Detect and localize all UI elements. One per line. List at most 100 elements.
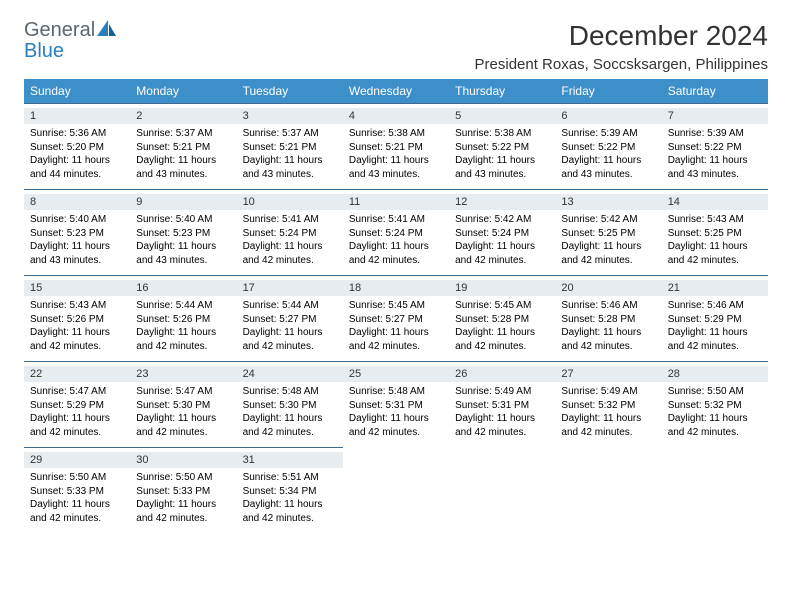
day-details: Sunrise: 5:40 AMSunset: 5:23 PMDaylight:… xyxy=(30,213,124,267)
title-month: December 2024 xyxy=(475,20,768,52)
weekday-header: Friday xyxy=(555,79,661,104)
calendar-cell: 23 Sunrise: 5:47 AMSunset: 5:30 PMDayligh… xyxy=(130,362,236,448)
calendar-cell: 19 Sunrise: 5:45 AMSunset: 5:28 PMDayligh… xyxy=(449,276,555,362)
day-details: Sunrise: 5:46 AMSunset: 5:28 PMDaylight:… xyxy=(561,299,655,353)
day-number: 3 xyxy=(237,108,343,124)
day-details: Sunrise: 5:43 AMSunset: 5:26 PMDaylight:… xyxy=(30,299,124,353)
day-details: Sunrise: 5:44 AMSunset: 5:27 PMDaylight:… xyxy=(243,299,337,353)
day-details: Sunrise: 5:45 AMSunset: 5:28 PMDaylight:… xyxy=(455,299,549,353)
calendar-cell xyxy=(343,448,449,534)
weekday-header: Thursday xyxy=(449,79,555,104)
calendar-cell: 8 Sunrise: 5:40 AMSunset: 5:23 PMDaylight… xyxy=(24,190,130,276)
logo-sail-icon xyxy=(97,20,117,41)
day-number: 26 xyxy=(449,366,555,382)
day-number: 6 xyxy=(555,108,661,124)
day-details: Sunrise: 5:44 AMSunset: 5:26 PMDaylight:… xyxy=(136,299,230,353)
day-details: Sunrise: 5:47 AMSunset: 5:30 PMDaylight:… xyxy=(136,385,230,439)
calendar-cell xyxy=(662,448,768,534)
calendar-cell: 11 Sunrise: 5:41 AMSunset: 5:24 PMDayligh… xyxy=(343,190,449,276)
calendar-cell: 26 Sunrise: 5:49 AMSunset: 5:31 PMDayligh… xyxy=(449,362,555,448)
day-details: Sunrise: 5:43 AMSunset: 5:25 PMDaylight:… xyxy=(668,213,762,267)
day-details: Sunrise: 5:36 AMSunset: 5:20 PMDaylight:… xyxy=(30,127,124,181)
weekday-header: Monday xyxy=(130,79,236,104)
weekday-header: Tuesday xyxy=(237,79,343,104)
day-number: 24 xyxy=(237,366,343,382)
calendar-body: 1 Sunrise: 5:36 AMSunset: 5:20 PMDaylight… xyxy=(24,104,768,534)
calendar-cell: 24Sunrise: 5:48 AMSunset: 5:30 PMDayligh… xyxy=(237,362,343,448)
day-number: 18 xyxy=(343,280,449,296)
calendar-cell: 5Sunrise: 5:38 AMSunset: 5:22 PMDaylight… xyxy=(449,104,555,190)
calendar-cell: 12 Sunrise: 5:42 AMSunset: 5:24 PMDayligh… xyxy=(449,190,555,276)
day-number: 28 xyxy=(662,366,768,382)
day-number: 7 xyxy=(662,108,768,124)
calendar-week-row: 22 Sunrise: 5:47 AMSunset: 5:29 PMDayligh… xyxy=(24,362,768,448)
day-details: Sunrise: 5:50 AMSunset: 5:33 PMDaylight:… xyxy=(136,471,230,525)
calendar-cell: 18 Sunrise: 5:45 AMSunset: 5:27 PMDayligh… xyxy=(343,276,449,362)
day-number: 10 xyxy=(237,194,343,210)
calendar-cell: 9 Sunrise: 5:40 AMSunset: 5:23 PMDaylight… xyxy=(130,190,236,276)
day-number: 5 xyxy=(449,108,555,124)
day-details: Sunrise: 5:49 AMSunset: 5:31 PMDaylight:… xyxy=(455,385,549,439)
calendar-cell: 4Sunrise: 5:38 AMSunset: 5:21 PMDaylight… xyxy=(343,104,449,190)
day-number: 8 xyxy=(24,194,130,210)
calendar-cell: 28Sunrise: 5:50 AMSunset: 5:32 PMDayligh… xyxy=(662,362,768,448)
calendar-cell: 30 Sunrise: 5:50 AMSunset: 5:33 PMDayligh… xyxy=(130,448,236,534)
calendar-cell: 27Sunrise: 5:49 AMSunset: 5:32 PMDayligh… xyxy=(555,362,661,448)
day-number: 30 xyxy=(130,452,236,468)
weekday-header: Saturday xyxy=(662,79,768,104)
day-details: Sunrise: 5:41 AMSunset: 5:24 PMDaylight:… xyxy=(349,213,443,267)
day-number: 17 xyxy=(237,280,343,296)
calendar-cell: 16 Sunrise: 5:44 AMSunset: 5:26 PMDayligh… xyxy=(130,276,236,362)
calendar-cell xyxy=(449,448,555,534)
calendar-week-row: 8 Sunrise: 5:40 AMSunset: 5:23 PMDaylight… xyxy=(24,190,768,276)
day-number: 15 xyxy=(24,280,130,296)
calendar-cell: 1 Sunrise: 5:36 AMSunset: 5:20 PMDaylight… xyxy=(24,104,130,190)
title-block: December 2024 President Roxas, Soccsksar… xyxy=(475,20,768,73)
day-number: 31 xyxy=(237,452,343,468)
day-number: 2 xyxy=(130,108,236,124)
calendar-table: SundayMondayTuesdayWednesdayThursdayFrid… xyxy=(24,79,768,533)
calendar-cell: 22 Sunrise: 5:47 AMSunset: 5:29 PMDayligh… xyxy=(24,362,130,448)
day-number: 29 xyxy=(24,452,130,468)
calendar-cell: 15 Sunrise: 5:43 AMSunset: 5:26 PMDayligh… xyxy=(24,276,130,362)
day-number: 9 xyxy=(130,194,236,210)
day-details: Sunrise: 5:50 AMSunset: 5:33 PMDaylight:… xyxy=(30,471,124,525)
day-details: Sunrise: 5:37 AMSunset: 5:21 PMDaylight:… xyxy=(136,127,230,181)
day-details: Sunrise: 5:46 AMSunset: 5:29 PMDaylight:… xyxy=(668,299,762,353)
calendar-week-row: 29 Sunrise: 5:50 AMSunset: 5:33 PMDayligh… xyxy=(24,448,768,534)
calendar-cell: 14 Sunrise: 5:43 AMSunset: 5:25 PMDayligh… xyxy=(662,190,768,276)
day-details: Sunrise: 5:40 AMSunset: 5:23 PMDaylight:… xyxy=(136,213,230,267)
day-number: 1 xyxy=(24,108,130,124)
day-number: 23 xyxy=(130,366,236,382)
day-details: Sunrise: 5:42 AMSunset: 5:24 PMDaylight:… xyxy=(455,213,549,267)
day-number: 19 xyxy=(449,280,555,296)
day-details: Sunrise: 5:48 AMSunset: 5:31 PMDaylight:… xyxy=(349,385,443,439)
day-number: 13 xyxy=(555,194,661,210)
day-details: Sunrise: 5:47 AMSunset: 5:29 PMDaylight:… xyxy=(30,385,124,439)
logo-general: General xyxy=(24,19,95,41)
day-details: Sunrise: 5:51 AMSunset: 5:34 PMDaylight:… xyxy=(243,471,337,525)
day-number: 25 xyxy=(343,366,449,382)
calendar-cell: 3 Sunrise: 5:37 AMSunset: 5:21 PMDaylight… xyxy=(237,104,343,190)
day-details: Sunrise: 5:49 AMSunset: 5:32 PMDaylight:… xyxy=(561,385,655,439)
calendar-cell: 31 Sunrise: 5:51 AMSunset: 5:34 PMDayligh… xyxy=(237,448,343,534)
day-number: 22 xyxy=(24,366,130,382)
day-details: Sunrise: 5:45 AMSunset: 5:27 PMDaylight:… xyxy=(349,299,443,353)
day-number: 12 xyxy=(449,194,555,210)
weekday-header: Wednesday xyxy=(343,79,449,104)
calendar-cell: 13Sunrise: 5:42 AMSunset: 5:25 PMDayligh… xyxy=(555,190,661,276)
day-details: Sunrise: 5:38 AMSunset: 5:21 PMDaylight:… xyxy=(349,127,443,181)
day-number: 16 xyxy=(130,280,236,296)
day-number: 20 xyxy=(555,280,661,296)
title-location: President Roxas, Soccsksargen, Philippin… xyxy=(475,56,768,73)
day-number: 11 xyxy=(343,194,449,210)
day-details: Sunrise: 5:37 AMSunset: 5:21 PMDaylight:… xyxy=(243,127,337,181)
calendar-cell: 7Sunrise: 5:39 AMSunset: 5:22 PMDaylight… xyxy=(662,104,768,190)
weekday-header-row: SundayMondayTuesdayWednesdayThursdayFrid… xyxy=(24,79,768,104)
logo-blue: Blue xyxy=(24,40,64,62)
calendar-cell: 2 Sunrise: 5:37 AMSunset: 5:21 PMDaylight… xyxy=(130,104,236,190)
logo: General Blue xyxy=(24,20,117,62)
day-number: 14 xyxy=(662,194,768,210)
calendar-cell: 21Sunrise: 5:46 AMSunset: 5:29 PMDayligh… xyxy=(662,276,768,362)
weekday-header: Sunday xyxy=(24,79,130,104)
